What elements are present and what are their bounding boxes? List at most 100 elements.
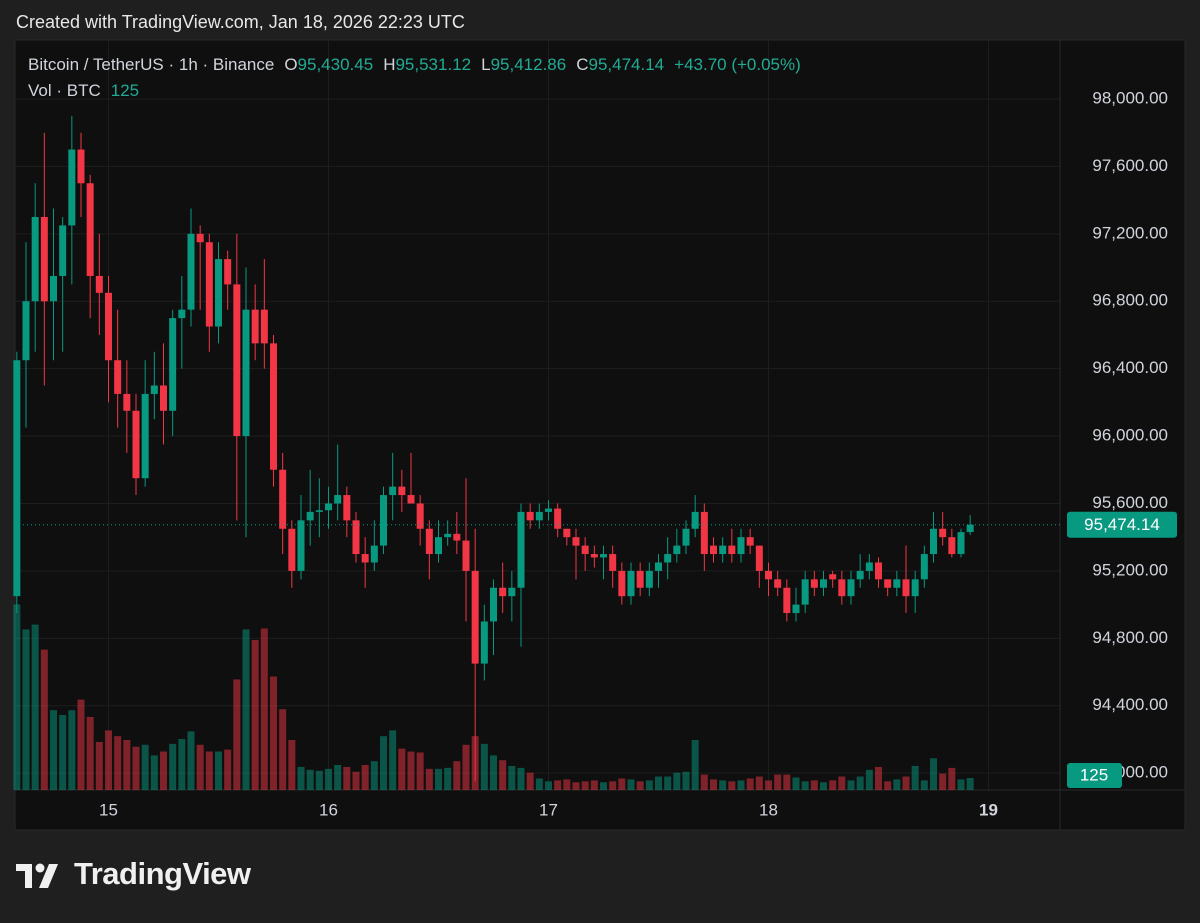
candle-body [581, 545, 589, 555]
volume-bar [315, 770, 323, 790]
volume-bar [810, 780, 818, 790]
candle-body [343, 495, 351, 521]
volume-bar [902, 776, 910, 790]
candle-body [765, 570, 772, 580]
candle-body [389, 486, 397, 496]
volume-bar [728, 781, 736, 790]
volume-bar [77, 699, 85, 790]
candle-body [856, 570, 864, 580]
volume-bar [215, 751, 222, 790]
x-tick-label: 17 [539, 800, 558, 819]
candle-body [141, 393, 149, 479]
volume-bar [380, 736, 387, 790]
candle-body [251, 309, 259, 344]
volume-bar [499, 760, 507, 790]
volume-bar [508, 765, 516, 790]
candle-body [160, 385, 167, 411]
volume-bar [334, 765, 342, 790]
candle-body [444, 533, 452, 538]
candle-body [847, 579, 855, 597]
candle-body [939, 528, 947, 538]
volume-bar [306, 769, 314, 790]
volume-badge-label: 125 [1080, 765, 1108, 784]
volume-bar [22, 629, 30, 790]
volume-bar [242, 629, 250, 790]
volume-bar [352, 771, 360, 790]
candle-body [655, 562, 662, 571]
volume-bar [297, 766, 305, 790]
candle-body [966, 524, 974, 533]
ohlc-value: 95,412.86 [490, 55, 567, 74]
candle-body [875, 562, 882, 580]
candle-body [297, 520, 305, 571]
candle-body [215, 259, 222, 327]
volume-bar [251, 640, 259, 790]
candle-body [77, 149, 85, 184]
volume-bar [590, 780, 598, 790]
ohlc-legend: Bitcoin / TetherUS · 1h · Binance O 95,43… [28, 55, 801, 75]
y-tick-label: 95,200.00 [1092, 560, 1168, 579]
volume-bar [160, 751, 167, 790]
candle-body [618, 570, 626, 597]
volume-bar [435, 768, 442, 790]
volume-bar [31, 624, 39, 790]
volume-bar [948, 767, 956, 790]
volume-bar [563, 779, 571, 790]
volume-bar [425, 768, 433, 790]
candle-body [260, 309, 268, 344]
candle-body [123, 393, 131, 411]
candle-body [187, 233, 195, 310]
volume-bar [150, 755, 158, 790]
volume-bar [920, 780, 928, 790]
volume-bar [40, 649, 48, 790]
y-tick-label: 97,600.00 [1092, 156, 1168, 175]
candle-body [774, 579, 782, 588]
volume-bar [664, 776, 672, 790]
volume-bar [737, 780, 745, 790]
volume-bar [224, 749, 232, 790]
candle-body [196, 233, 204, 243]
candle-body [425, 528, 433, 555]
volume-bar [370, 761, 378, 790]
candle-body [178, 309, 186, 319]
y-tick-label: 96,800.00 [1092, 291, 1168, 310]
candle-body [609, 554, 617, 571]
volume-bar [645, 780, 653, 790]
volume-bar [655, 776, 662, 790]
volume-bar [50, 710, 57, 790]
ohlc-value: 95,430.45 [297, 55, 374, 74]
volume-bar [517, 767, 525, 790]
y-tick-label: 95,600.00 [1092, 493, 1168, 512]
volume-bar [13, 604, 21, 790]
volume-bar [572, 782, 580, 790]
candle-body [554, 508, 562, 529]
volume-bar [884, 781, 892, 790]
volume-bar [829, 780, 837, 790]
candle-body [737, 537, 745, 555]
candle-body [820, 579, 827, 588]
volume-legend: Vol · BTC 125 [28, 81, 139, 101]
volume-bar [746, 778, 754, 790]
last-price-badge [1067, 511, 1177, 538]
candle-body [572, 537, 580, 546]
volume-bar [554, 780, 562, 790]
volume-bar [196, 744, 204, 790]
candle-body [233, 284, 241, 437]
volume-bar [86, 716, 94, 790]
candle-body [948, 537, 956, 555]
candle-body [920, 554, 928, 580]
y-tick-label: 94,400.00 [1092, 695, 1168, 714]
candle-body [334, 495, 342, 504]
candle-body [682, 528, 690, 546]
candle-body [150, 385, 158, 394]
volume-bar [682, 771, 690, 790]
candle-body [462, 540, 470, 571]
volume-bar [233, 679, 241, 790]
candle-body [31, 216, 39, 302]
candle-body [517, 511, 525, 588]
volume-bar [132, 746, 140, 790]
y-tick-label: 96,400.00 [1092, 358, 1168, 377]
y-tick-label: 96,000.00 [1092, 426, 1168, 445]
volume-bar [856, 776, 864, 790]
